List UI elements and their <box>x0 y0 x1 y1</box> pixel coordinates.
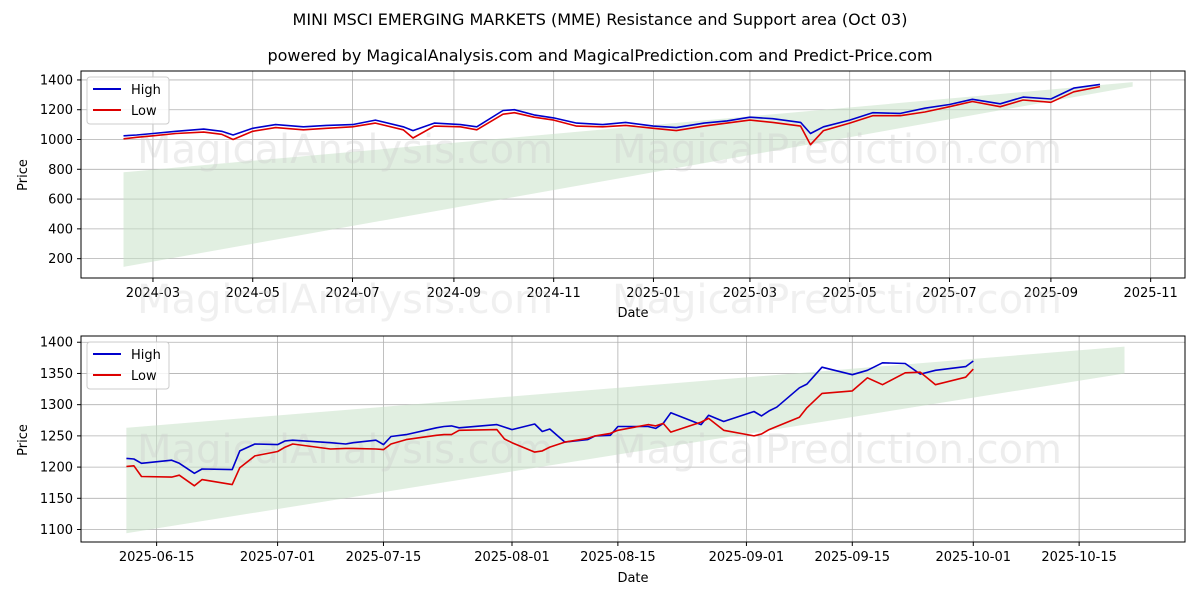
top-x-tick-label: 2025-03 <box>723 286 777 301</box>
bottom-high-line <box>126 360 974 475</box>
top-x-tick-label: 2024-03 <box>126 286 180 301</box>
bottom-x-tick-label: 2025-07-01 <box>240 550 316 565</box>
bottom-x-axis: 2025-06-15 2025-07-01 2025-07-15 2025-08-01… <box>119 542 1117 565</box>
top-low-line <box>123 85 1101 146</box>
bottom-legend: High Low <box>86 341 170 390</box>
top-series-group <box>123 83 1101 146</box>
top-support-resistance-band <box>123 82 1133 267</box>
bottom-y-tick-label: 1150 <box>40 492 73 507</box>
bottom-y-tick-label: 1250 <box>40 429 73 444</box>
bottom-y-tick-label: 1400 <box>40 336 73 351</box>
top-x-tick-label: 2025-05 <box>823 286 877 301</box>
top-watermark-2: MagicalPrediction.com <box>612 127 1062 173</box>
top-watermark-1: MagicalAnalysis.com <box>137 127 553 173</box>
top-x-tick-label: 2025-07 <box>922 286 976 301</box>
bottom-y-tick-label: 1100 <box>40 523 73 538</box>
bottom-x-tick-label: 2025-10-15 <box>1041 550 1117 565</box>
top-high-line <box>123 83 1101 137</box>
bottom-y-axis: 1100 1150 1200 1250 1300 1350 1400 <box>40 336 81 538</box>
top-y-axis-label: Price <box>16 159 31 191</box>
bottom-x-tick-label: 2025-07-15 <box>346 550 422 565</box>
top-x-tick-label: 2025-09 <box>1024 286 1078 301</box>
top-panel: MagicalAnalysis.com MagicalPrediction.co… <box>16 70 1186 321</box>
top-legend-high-label: High <box>131 83 161 98</box>
bottom-watermark-2: MagicalPrediction.com <box>612 427 1062 473</box>
top-x-axis-label: Date <box>617 306 648 321</box>
bottom-y-axis-label: Price <box>16 424 31 456</box>
top-y-tick-label: 1200 <box>40 103 73 118</box>
bottom-x-tick-label: 2025-08-15 <box>580 550 656 565</box>
top-y-tick-label: 200 <box>48 252 73 267</box>
top-x-tick-label: 2024-07 <box>325 286 379 301</box>
top-y-tick-label: 800 <box>48 163 73 178</box>
bottom-low-line <box>126 368 974 487</box>
bottom-support-resistance-band <box>126 346 1125 534</box>
bottom-legend-high-label: High <box>131 348 161 363</box>
top-x-tick-label: 2025-01 <box>626 286 680 301</box>
top-x-tick-label: 2025-11 <box>1123 286 1177 301</box>
top-y-tick-label: 1000 <box>40 133 73 148</box>
bottom-y-tick-label: 1300 <box>40 398 73 413</box>
bottom-x-tick-label: 2025-09-15 <box>815 550 891 565</box>
top-legend: High Low <box>86 76 170 125</box>
top-y-tick-label: 600 <box>48 193 73 208</box>
mid-watermark-1: MagicalAnalysis.com <box>137 277 553 323</box>
bottom-y-tick-label: 1350 <box>40 367 73 382</box>
top-x-tick-label: 2024-11 <box>527 286 581 301</box>
bottom-series-group <box>126 360 974 487</box>
top-y-tick-label: 1400 <box>40 73 73 88</box>
bottom-x-tick-label: 2025-10-01 <box>935 550 1011 565</box>
bottom-y-tick-label: 1200 <box>40 461 73 476</box>
top-x-tick-label: 2024-09 <box>427 286 481 301</box>
top-plot-frame <box>80 70 1186 279</box>
bottom-plot-frame <box>80 335 1186 543</box>
bottom-panel: MagicalAnalysis.com MagicalPrediction.co… <box>16 277 1186 586</box>
top-x-axis: 2024-03 2024-05 2024-07 2024-09 2024-11 2025-… <box>126 278 1178 301</box>
mid-watermark-2: MagicalPrediction.com <box>612 277 1062 323</box>
bottom-x-tick-label: 2025-06-15 <box>119 550 195 565</box>
bottom-watermark-1: MagicalAnalysis.com <box>137 427 553 473</box>
chart-subtitle: powered by MagicalAnalysis.com and Magic… <box>267 46 933 65</box>
top-x-tick-label: 2024-05 <box>226 286 280 301</box>
bottom-x-axis-label: Date <box>617 571 648 586</box>
top-y-axis: 200 400 600 800 1000 1200 1400 <box>40 73 81 267</box>
chart-title: MINI MSCI EMERGING MARKETS (MME) Resista… <box>292 10 908 29</box>
top-legend-low-label: Low <box>131 104 157 119</box>
bottom-x-tick-label: 2025-08-01 <box>474 550 550 565</box>
bottom-x-tick-label: 2025-09-01 <box>709 550 785 565</box>
top-y-tick-label: 400 <box>48 222 73 237</box>
bottom-legend-low-label: Low <box>131 369 157 384</box>
